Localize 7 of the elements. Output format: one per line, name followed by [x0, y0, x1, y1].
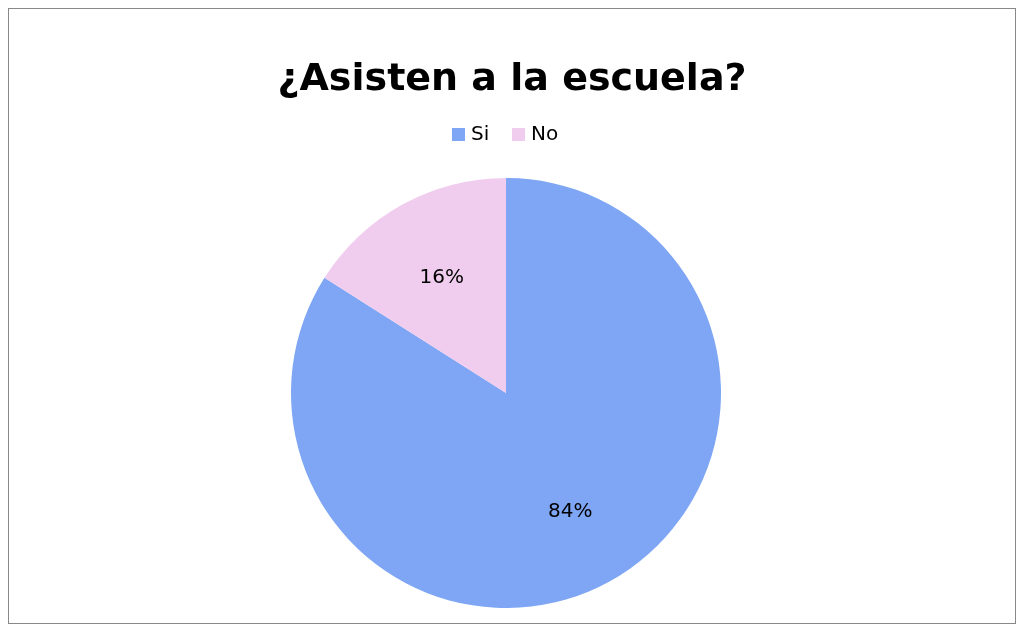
pie-slice	[324, 178, 506, 393]
chart-title: ¿Asisten a la escuela?	[277, 55, 747, 99]
legend-label: No	[531, 121, 559, 145]
data-label: 84%	[547, 497, 593, 522]
legend-label: Si	[471, 121, 490, 145]
pie-slice	[291, 178, 721, 608]
data-label: 16%	[419, 264, 465, 289]
